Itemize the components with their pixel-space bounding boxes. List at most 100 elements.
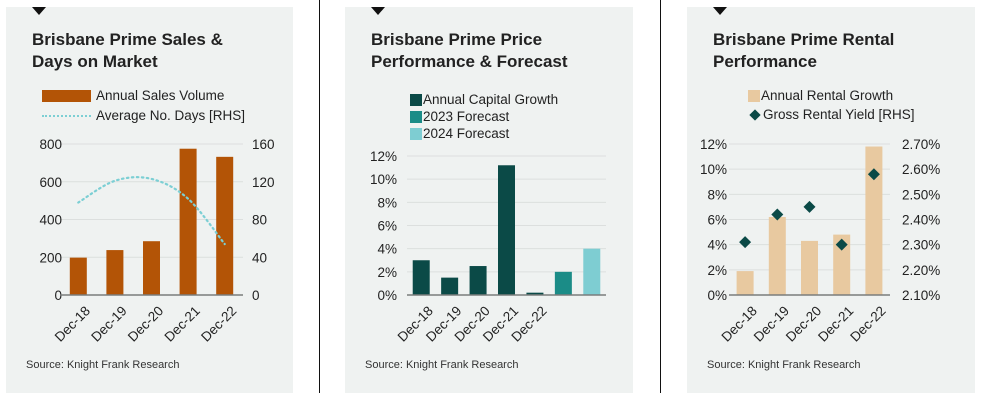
legend-item-2023-forecast: 2023 Forecast [410, 108, 558, 125]
panel-divider [319, 0, 320, 393]
triangle-marker-icon [713, 7, 727, 15]
chart-title: Brisbane Prime Sales & Days on Market [32, 29, 282, 73]
bar [833, 234, 851, 295]
y-tick-label: 10% [370, 172, 397, 187]
chart-rental-performance: 0% 2% 4% 6% 8% 10% 12% 2.10% 2.20% 2.30% 2.40% 2.50… [700, 137, 940, 345]
legend-item-rental-yield: Gross Rental Yield [RHS] [748, 106, 915, 123]
legend: Annual Rental Growth Gross Rental Yield … [748, 87, 915, 123]
panel-divider [660, 0, 661, 393]
title-line: Performance & Forecast [371, 52, 568, 71]
x-tick-label: Dec-20 [125, 303, 166, 344]
bar [412, 260, 430, 295]
source-note: Source: Knight Frank Research [26, 359, 180, 371]
bar [736, 271, 754, 295]
square-swatch-icon [410, 93, 422, 106]
square-swatch-icon [410, 110, 422, 123]
bar [498, 165, 515, 295]
source-note: Source: Knight Frank Research [365, 359, 519, 371]
y-tick-label: 10% [700, 162, 727, 177]
y-right-tick-label: 2.40% [902, 213, 940, 228]
bar [583, 248, 601, 295]
chart-title: Brisbane Prime Rental Performance [713, 29, 963, 73]
y-tick-label: 8% [707, 187, 727, 202]
bar-swatch-icon [42, 89, 91, 102]
panel-price-forecast: Brisbane Prime Price Performance & Forec… [345, 7, 633, 393]
yield-diamond-marker [835, 238, 848, 251]
x-tick-label: Dec-18 [719, 303, 760, 344]
bar [526, 292, 544, 295]
bar [106, 250, 124, 295]
legend: Annual Capital Growth 2023 Forecast 2024… [410, 91, 558, 142]
legend-label: Average No. Days [RHS] [96, 108, 246, 123]
y-right-tick-label: 2.30% [902, 238, 940, 253]
legend: Annual Sales Volume Average No. Days [RH… [42, 87, 245, 124]
square-swatch-icon [748, 89, 760, 102]
legend-label: Annual Rental Growth [761, 88, 894, 103]
bar [143, 241, 160, 295]
bar [179, 148, 197, 295]
source-note: Source: Knight Frank Research [707, 359, 861, 371]
title-line: Days on Market [32, 52, 158, 71]
x-tick-label: Dec-22 [198, 303, 239, 344]
bar [216, 156, 234, 295]
y-tick-label: 200 [39, 250, 62, 265]
y-right-tick-label: 2.50% [902, 187, 940, 202]
chart-price-forecast: 0%2%4%6%8%10%12%Dec-18Dec-19Dec-20Dec-21… [370, 149, 606, 345]
legend-label: 2024 Forecast [423, 126, 510, 141]
bar [865, 146, 883, 295]
legend-label: 2023 Forecast [423, 109, 510, 124]
panel-rental-performance: Brisbane Prime Rental Performance Annual… [687, 7, 975, 393]
bar [768, 216, 786, 295]
x-tick-label: Dec-18 [52, 303, 93, 344]
y-tick-label: 400 [39, 213, 62, 228]
y-tick-label: 12% [370, 149, 397, 164]
y-right-tick-label: 0 [252, 288, 260, 303]
x-tick-label: Dec-21 [162, 303, 203, 344]
y-tick-label: 4% [377, 242, 397, 257]
y-tick-label: 8% [377, 195, 397, 210]
x-tick-label: Dec-22 [847, 303, 888, 344]
y-right-tick-label: 2.60% [902, 162, 940, 177]
bar [441, 277, 459, 295]
title-line: Brisbane Prime Rental [713, 30, 895, 49]
legend-label: Gross Rental Yield [RHS] [763, 107, 915, 122]
yield-diamond-marker [803, 200, 816, 213]
y-right-tick-label: 2.70% [902, 137, 940, 152]
y-right-tick-label: 80 [252, 213, 267, 228]
triangle-marker-icon [32, 7, 46, 15]
y-tick-label: 4% [707, 238, 727, 253]
y-right-tick-label: 2.20% [902, 263, 940, 278]
legend-item-2024-forecast: 2024 Forecast [410, 125, 558, 142]
yield-diamond-marker [739, 236, 752, 249]
bar [554, 271, 572, 295]
bar [69, 257, 87, 295]
y-tick-label: 2% [377, 265, 397, 280]
y-tick-label: 2% [707, 263, 727, 278]
chart-sales-days: 020040060080004080120160Dec-18Dec-19Dec-… [39, 137, 275, 345]
y-tick-label: 600 [39, 175, 62, 190]
y-tick-label: 6% [377, 219, 397, 234]
legend-item-rental-growth: Annual Rental Growth [748, 87, 915, 104]
y-right-tick-label: 160 [252, 137, 275, 152]
x-tick-label: Dec-19 [88, 303, 129, 344]
dotted-line-swatch-icon [42, 114, 91, 117]
title-line: Performance [713, 52, 817, 71]
title-line: Brisbane Prime Sales & [32, 30, 223, 49]
y-right-tick-label: 2.10% [902, 288, 940, 303]
bar [801, 240, 818, 295]
yield-diamond-marker [867, 168, 880, 181]
bar [469, 266, 487, 295]
x-tick-label: Dec-21 [815, 303, 856, 344]
square-swatch-icon [410, 127, 422, 140]
title-line: Brisbane Prime Price [371, 30, 543, 49]
chart-title: Brisbane Prime Price Performance & Forec… [371, 29, 621, 73]
x-tick-label: Dec-19 [751, 303, 792, 344]
legend-label: Annual Capital Growth [423, 92, 559, 107]
legend-item-sales: Annual Sales Volume [42, 87, 245, 104]
y-tick-label: 800 [39, 137, 62, 152]
legend-label: Annual Sales Volume [96, 88, 225, 103]
y-tick-label: 12% [700, 137, 727, 152]
x-tick-label: Dec-20 [783, 303, 824, 344]
panel-sales-days: Brisbane Prime Sales & Days on Market An… [6, 7, 293, 393]
yield-diamond-marker [771, 208, 784, 221]
